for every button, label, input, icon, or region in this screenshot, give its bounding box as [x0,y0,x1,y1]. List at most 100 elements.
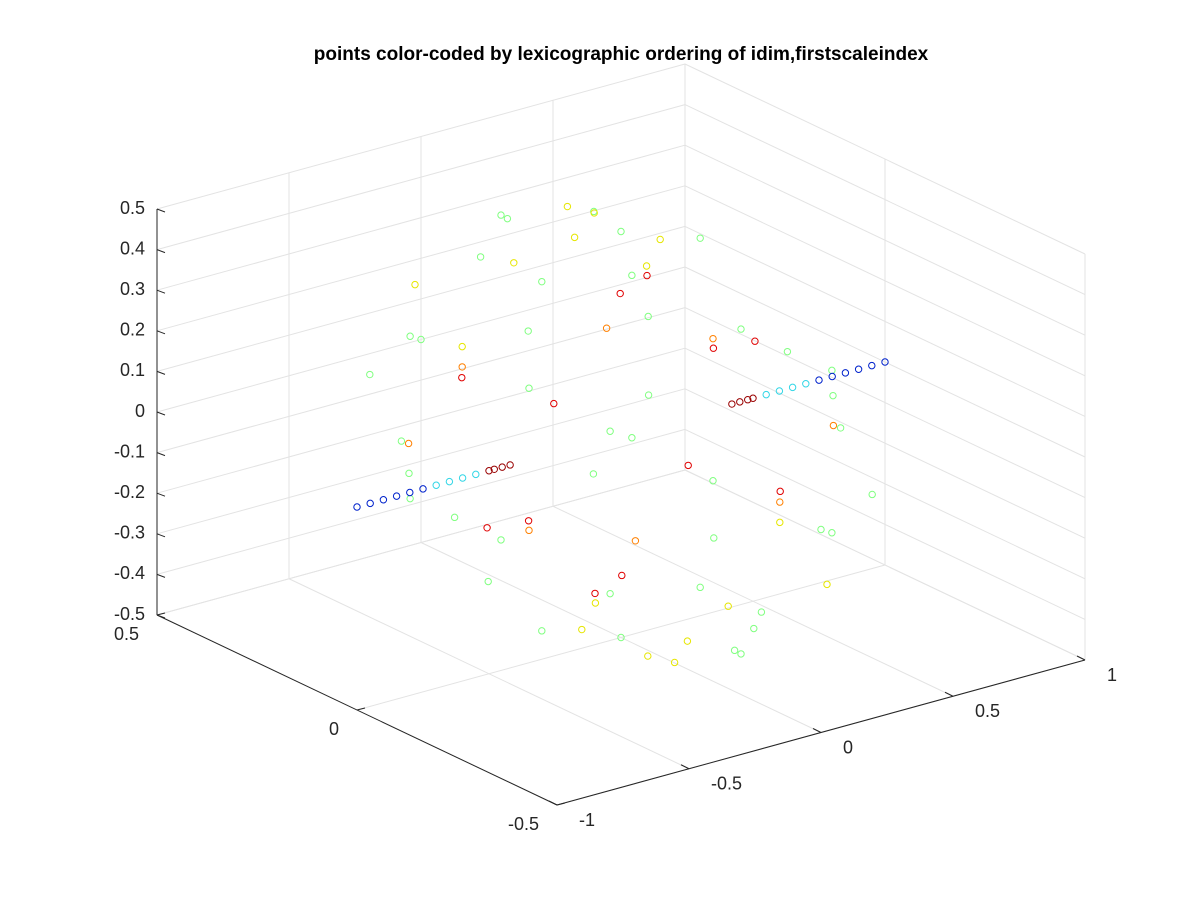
grid-line [156,388,686,535]
point [602,324,611,332]
point [750,624,758,633]
point [591,599,600,607]
point [589,470,598,478]
point [642,262,651,270]
grid-line [684,347,1086,539]
point [656,235,664,244]
point [483,524,491,532]
point [683,637,692,645]
point [749,394,757,402]
x-tick [1076,655,1086,661]
z-tick-label: 0.1 [120,360,145,380]
grid-line [156,307,686,454]
x-tick-label: 0 [843,737,853,757]
point [458,342,466,351]
point [709,334,717,343]
grid-line [684,388,1086,580]
point [458,474,467,482]
point [709,344,718,352]
z-tick [156,370,166,375]
point [617,227,625,236]
point [503,214,512,223]
point [841,369,850,377]
point [366,499,374,508]
point [783,347,792,356]
grid-line [156,347,686,494]
point [696,583,704,592]
z-tick-label: -0.4 [114,563,145,583]
point [696,234,704,242]
point [757,608,766,616]
point [828,372,836,381]
point [563,202,572,211]
point [881,358,889,366]
grid-line [156,63,686,210]
z-tick-label: 0.2 [120,320,145,340]
point [730,646,739,655]
point [868,361,876,370]
y-tick [556,802,566,806]
z-tick [156,452,166,457]
point [628,434,636,442]
point [775,387,784,395]
grid-line [684,225,1086,417]
point [762,390,770,399]
grid-line [684,428,1086,620]
point [724,602,732,610]
grid-line [684,144,1086,336]
x-tick-label: 0.5 [975,701,1000,721]
point [728,400,736,408]
point [776,518,784,527]
point [458,363,466,371]
point [710,534,718,542]
point [472,470,480,479]
point [525,384,533,392]
point [606,589,614,598]
point [644,652,652,660]
point [419,485,427,493]
point [643,271,651,280]
point [737,325,745,333]
z-tick-label: 0.4 [120,238,145,258]
point [538,627,546,635]
point [618,571,626,580]
x-tick [548,800,558,806]
x-tick [680,764,690,770]
point [628,271,636,280]
point [450,513,459,522]
grid-line [684,63,1086,255]
grid-line [156,225,686,372]
point [405,469,413,478]
point [353,503,361,511]
point [815,376,823,384]
point [366,370,374,379]
point [829,421,838,430]
point [817,525,825,534]
z-tick [156,330,166,335]
point [802,380,810,388]
point [736,398,744,406]
grid-line [684,469,1086,661]
point [823,580,831,589]
x-tick-label: -1 [579,810,595,830]
y-tick [156,612,166,616]
grid-line [684,185,1086,377]
x-tick [944,691,954,697]
point [379,496,388,504]
point [392,492,401,500]
z-tick [156,208,166,213]
z-tick [156,614,166,619]
point [524,327,532,335]
point [644,312,652,321]
grid-line [684,307,1086,499]
grid-line [156,104,686,251]
point [497,536,505,544]
z-tick [156,533,166,538]
point [484,577,492,586]
point [406,488,414,497]
point [510,259,518,267]
point [854,365,863,373]
x-tick [812,728,822,733]
